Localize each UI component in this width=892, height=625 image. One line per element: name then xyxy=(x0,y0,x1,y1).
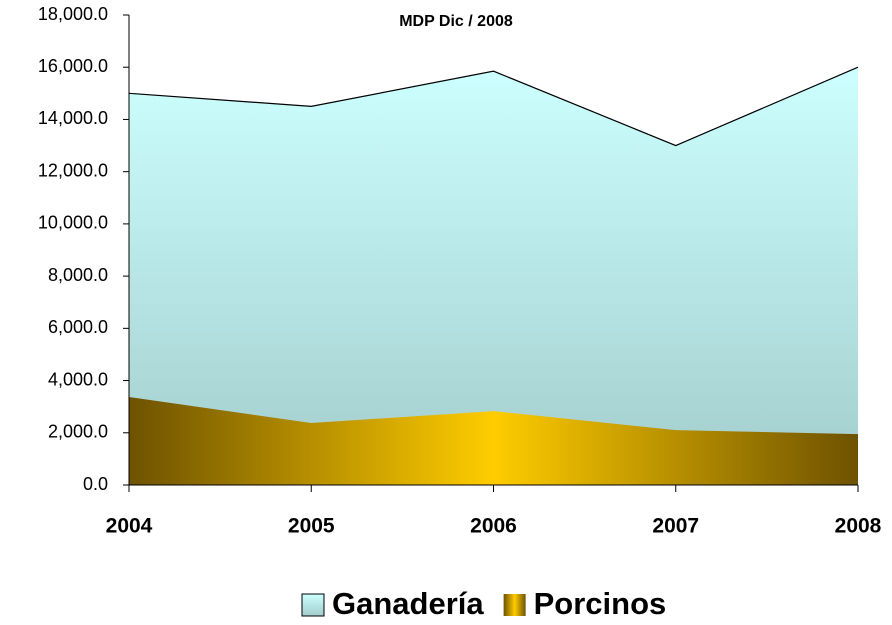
y-tick-label: 18,000.0 xyxy=(38,4,108,24)
y-tick-label: 2,000.0 xyxy=(48,422,108,442)
x-tick-label: 2004 xyxy=(106,515,153,538)
x-tick-label: 2006 xyxy=(470,515,517,538)
legend-swatch xyxy=(301,593,325,617)
legend-label: Ganadería xyxy=(332,586,484,621)
legend-swatch xyxy=(503,594,526,616)
y-tick-label: 10,000.0 xyxy=(38,213,108,233)
y-tick-label: 6,000.0 xyxy=(48,317,108,337)
y-tick-label: 4,000.0 xyxy=(48,369,108,389)
legend-label: Porcinos xyxy=(534,586,667,621)
y-tick-label: 16,000.0 xyxy=(38,56,108,76)
area xyxy=(129,397,858,485)
y-tick-label: 12,000.0 xyxy=(38,160,108,180)
y-tick-label: 0.0 xyxy=(83,474,108,494)
x-tick-label: 2008 xyxy=(835,515,882,538)
chart-title: MDP Dic / 2008 xyxy=(399,13,513,30)
x-tick-label: 2007 xyxy=(652,515,699,538)
area xyxy=(129,67,858,485)
y-tick-label: 8,000.0 xyxy=(48,265,108,285)
area-line xyxy=(128,66,859,147)
y-tick-label: 14,000.0 xyxy=(38,108,108,128)
x-tick-label: 2005 xyxy=(288,515,335,538)
